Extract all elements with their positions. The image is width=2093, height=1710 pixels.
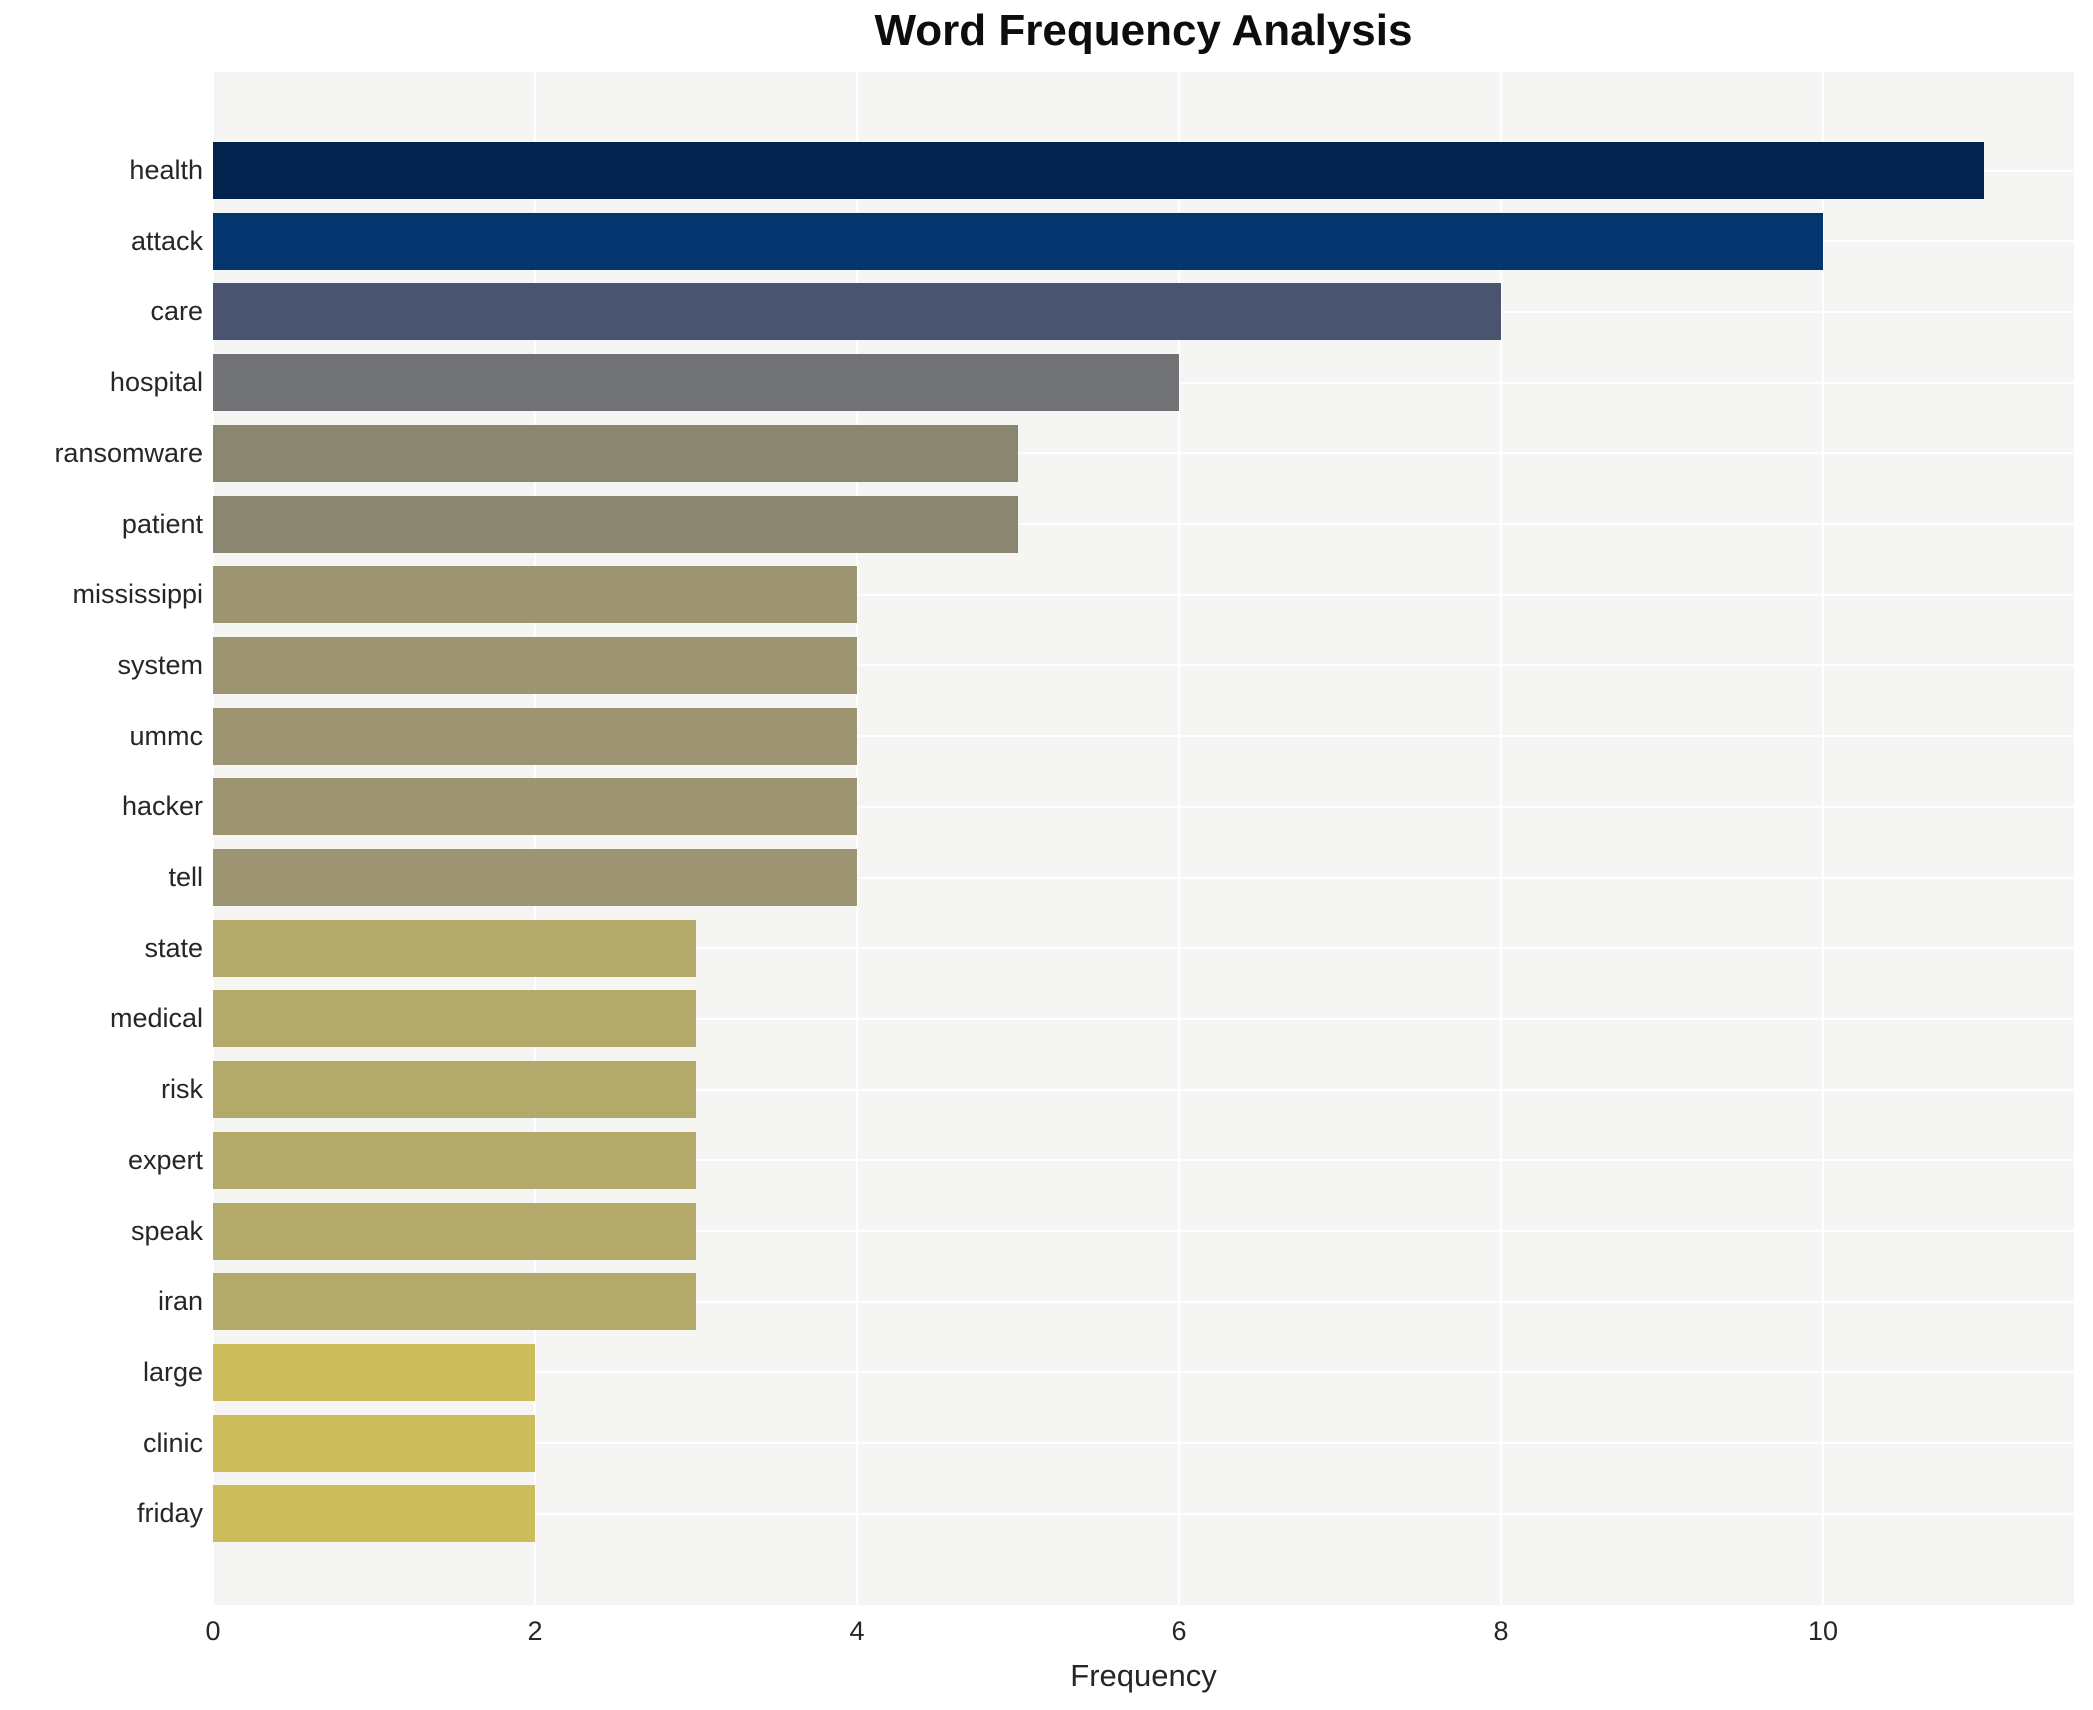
bar-mississippi: [213, 566, 857, 624]
x-tick-8: 8: [1493, 1616, 1509, 1646]
bar-system: [213, 636, 857, 694]
y-label-hacker: hacker: [121, 791, 203, 822]
y-label-state: state: [144, 932, 203, 963]
bar-patient: [213, 495, 1018, 553]
y-label-risk: risk: [161, 1074, 203, 1105]
y-label-ummc: ummc: [129, 720, 204, 751]
plot-area: [212, 72, 2074, 1605]
y-label-attack: attack: [130, 225, 203, 256]
y-label-system: system: [117, 649, 203, 680]
horizontal-gridline-ransomware: [213, 452, 2074, 455]
bar-ummc: [213, 707, 857, 765]
horizontal-gridline-tell: [213, 876, 2074, 879]
y-label-health: health: [129, 155, 203, 185]
bar-large: [213, 1343, 535, 1401]
y-label-friday: friday: [136, 1498, 203, 1529]
bar-ransomware: [213, 424, 1018, 482]
y-label-ransomware: ransomware: [54, 437, 203, 468]
horizontal-gridline-expert: [213, 1159, 2074, 1162]
horizontal-gridline-ummc: [213, 735, 2074, 738]
x-axis-title: Frequency: [1070, 1658, 1217, 1693]
y-label-iran: iran: [157, 1286, 203, 1317]
horizontal-gridline-patient: [213, 523, 2074, 525]
horizontal-gridline-iran: [213, 1300, 2074, 1303]
x-tick-2: 2: [527, 1616, 543, 1646]
y-label-speak: speak: [130, 1215, 203, 1246]
y-label-care: care: [150, 296, 203, 327]
y-label-hospital: hospital: [109, 367, 203, 398]
y-label-mississippi: mississippi: [72, 579, 203, 610]
y-label-medical: medical: [109, 1003, 203, 1034]
y-label-clinic: clinic: [142, 1427, 203, 1458]
bar-speak: [213, 1202, 696, 1260]
y-label-large: large: [142, 1356, 203, 1387]
vertical-gridline-4: [856, 72, 858, 1605]
horizontal-gridline-medical: [213, 1017, 2074, 1020]
vertical-gridline-8: [1500, 72, 1502, 1605]
horizontal-gridline-speak: [213, 1230, 2074, 1232]
x-tick-6: 6: [1171, 1616, 1187, 1646]
x-tick-0: 0: [205, 1616, 221, 1646]
vertical-gridline-6: [1178, 72, 1180, 1605]
bar-state: [213, 919, 696, 977]
bar-health: [213, 142, 1984, 199]
bar-expert: [213, 1131, 696, 1189]
y-label-expert: expert: [127, 1144, 203, 1175]
bar-attack: [213, 212, 1823, 270]
y-label-tell: tell: [168, 862, 203, 892]
bar-medical: [213, 990, 696, 1048]
vertical-gridline-2: [534, 72, 536, 1605]
horizontal-gridline-hacker: [213, 805, 2074, 808]
y-label-patient: patient: [121, 508, 203, 539]
horizontal-gridline-state: [213, 947, 2074, 950]
x-tick-10: 10: [1807, 1616, 1839, 1646]
horizontal-gridline-large: [213, 1371, 2074, 1374]
bar-care: [213, 283, 1501, 341]
bar-friday: [213, 1485, 535, 1543]
vertical-gridline-0: [212, 72, 214, 1605]
bar-risk: [213, 1061, 696, 1119]
bar-hospital: [213, 354, 1179, 412]
horizontal-gridline-friday: [213, 1512, 2074, 1515]
horizontal-gridline-risk: [213, 1088, 2074, 1091]
vertical-gridline-10: [1822, 72, 1824, 1605]
horizontal-gridline-mississippi: [213, 593, 2074, 596]
bar-iran: [213, 1273, 696, 1331]
horizontal-gridline-clinic: [213, 1442, 2074, 1445]
bar-tell: [213, 849, 857, 906]
x-tick-4: 4: [849, 1616, 865, 1646]
bar-hacker: [213, 778, 857, 836]
horizontal-gridline-system: [213, 664, 2074, 667]
bar-clinic: [213, 1414, 535, 1472]
chart-title: Word Frequency Analysis: [874, 6, 1413, 55]
